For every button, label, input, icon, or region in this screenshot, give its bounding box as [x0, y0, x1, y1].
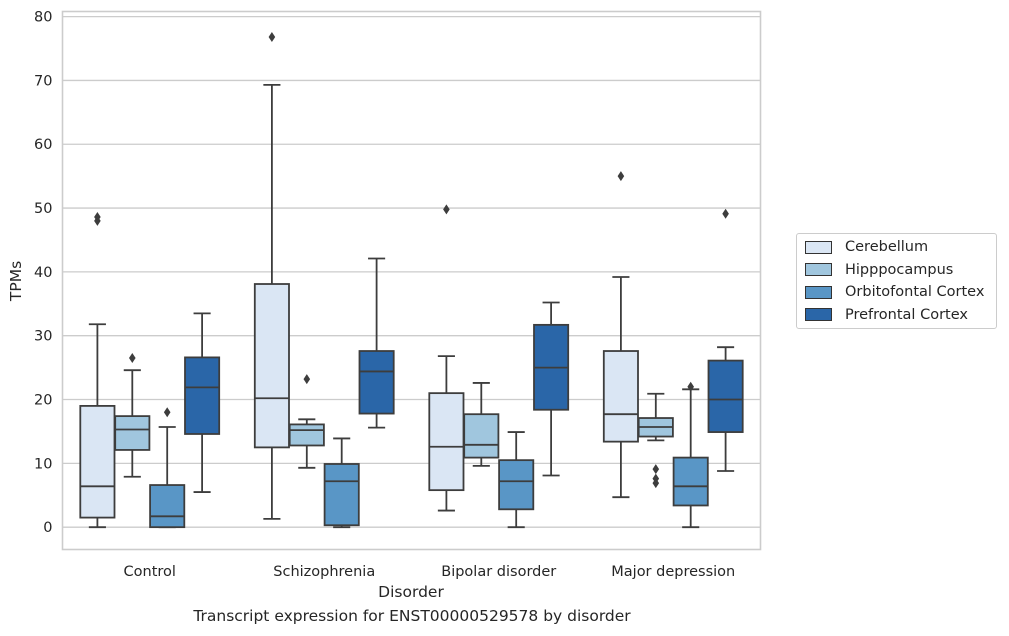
box-group — [428, 204, 465, 512]
y-tick-label: 70 — [34, 73, 52, 89]
outlier-point — [268, 32, 276, 43]
outlier-point — [129, 353, 136, 364]
outlier-point — [617, 171, 625, 182]
outlier-point — [722, 208, 729, 219]
x-tick-label: Bipolar disorder — [441, 564, 556, 580]
box-iqr — [184, 356, 221, 435]
legend: Cerebellum Hipppocampus Orbitofontal Corte… — [796, 233, 997, 329]
box-group — [672, 381, 709, 529]
legend-label: Prefrontal Cortex — [845, 306, 968, 323]
outlier-point — [687, 381, 694, 392]
box-group — [637, 392, 674, 489]
box-iqr — [498, 459, 535, 511]
box-iqr — [149, 484, 186, 529]
box-iqr — [79, 405, 116, 519]
box-iqr — [707, 359, 744, 433]
y-axis-title: TPMs — [7, 261, 25, 302]
outlier-point — [163, 407, 171, 418]
x-tick-label: Major depression — [611, 564, 735, 580]
box-group — [602, 171, 639, 499]
box-iqr — [463, 413, 500, 459]
box-group — [114, 353, 151, 478]
outlier-point — [443, 204, 450, 215]
legend-item: Prefrontal Cortex — [805, 305, 968, 325]
box-group — [707, 208, 744, 472]
legend-label: Orbitofontal Cortex — [845, 284, 985, 300]
box-iqr — [114, 415, 151, 451]
box-iqr — [288, 423, 325, 447]
box-iqr — [428, 392, 465, 492]
outlier-point — [303, 374, 311, 385]
box-group — [533, 301, 570, 477]
grid-lines — [62, 15, 761, 528]
x-tick-label: Schizophrenia — [273, 564, 375, 580]
y-tick-label: 20 — [34, 393, 52, 409]
x-tick-label: Control — [124, 564, 176, 580]
box-series — [79, 32, 744, 529]
y-tick-label: 10 — [34, 456, 52, 472]
box-group — [149, 407, 186, 529]
y-tick-label: 50 — [34, 201, 52, 217]
x-axis-title: Disorder — [378, 583, 444, 601]
legend-swatch — [805, 285, 832, 299]
y-tick-label: 40 — [34, 265, 52, 281]
y-tick-label: 80 — [34, 10, 52, 26]
box-iqr — [323, 463, 360, 527]
y-tick-label: 0 — [43, 520, 52, 536]
box-group — [79, 211, 116, 529]
legend-item: Cerebellum — [805, 237, 928, 257]
legend-swatch — [805, 263, 832, 276]
box-group — [358, 257, 395, 429]
legend-label: Hipppocampus — [845, 261, 954, 278]
outlier-point — [652, 473, 660, 484]
legend-swatch — [805, 308, 832, 321]
box-iqr — [358, 350, 395, 415]
box-iqr — [253, 283, 290, 449]
tick-labels: 0 10 20 30 40 50 60 70 80 Control Schizophrenia Bip… — [34, 10, 735, 580]
outlier-point — [652, 464, 660, 475]
box-group — [463, 382, 500, 467]
legend-item: Hipppocampus — [805, 260, 953, 280]
outlier-point — [94, 211, 101, 222]
box-group — [184, 312, 221, 493]
box-group — [323, 437, 360, 529]
y-tick-label: 60 — [34, 137, 52, 153]
figure-caption: Transcript expression for ENST0000052957… — [193, 607, 631, 625]
box-group — [498, 431, 535, 529]
box-iqr — [672, 456, 709, 507]
box-group — [288, 374, 325, 469]
legend-label: Cerebellum — [845, 239, 929, 255]
legend-item: Orbitofontal Cortex — [805, 282, 984, 302]
box-iqr — [602, 350, 639, 443]
box-group — [253, 32, 290, 520]
legend-swatch — [805, 240, 832, 254]
plot-area-frame — [61, 10, 762, 551]
y-tick-label: 30 — [34, 329, 52, 345]
